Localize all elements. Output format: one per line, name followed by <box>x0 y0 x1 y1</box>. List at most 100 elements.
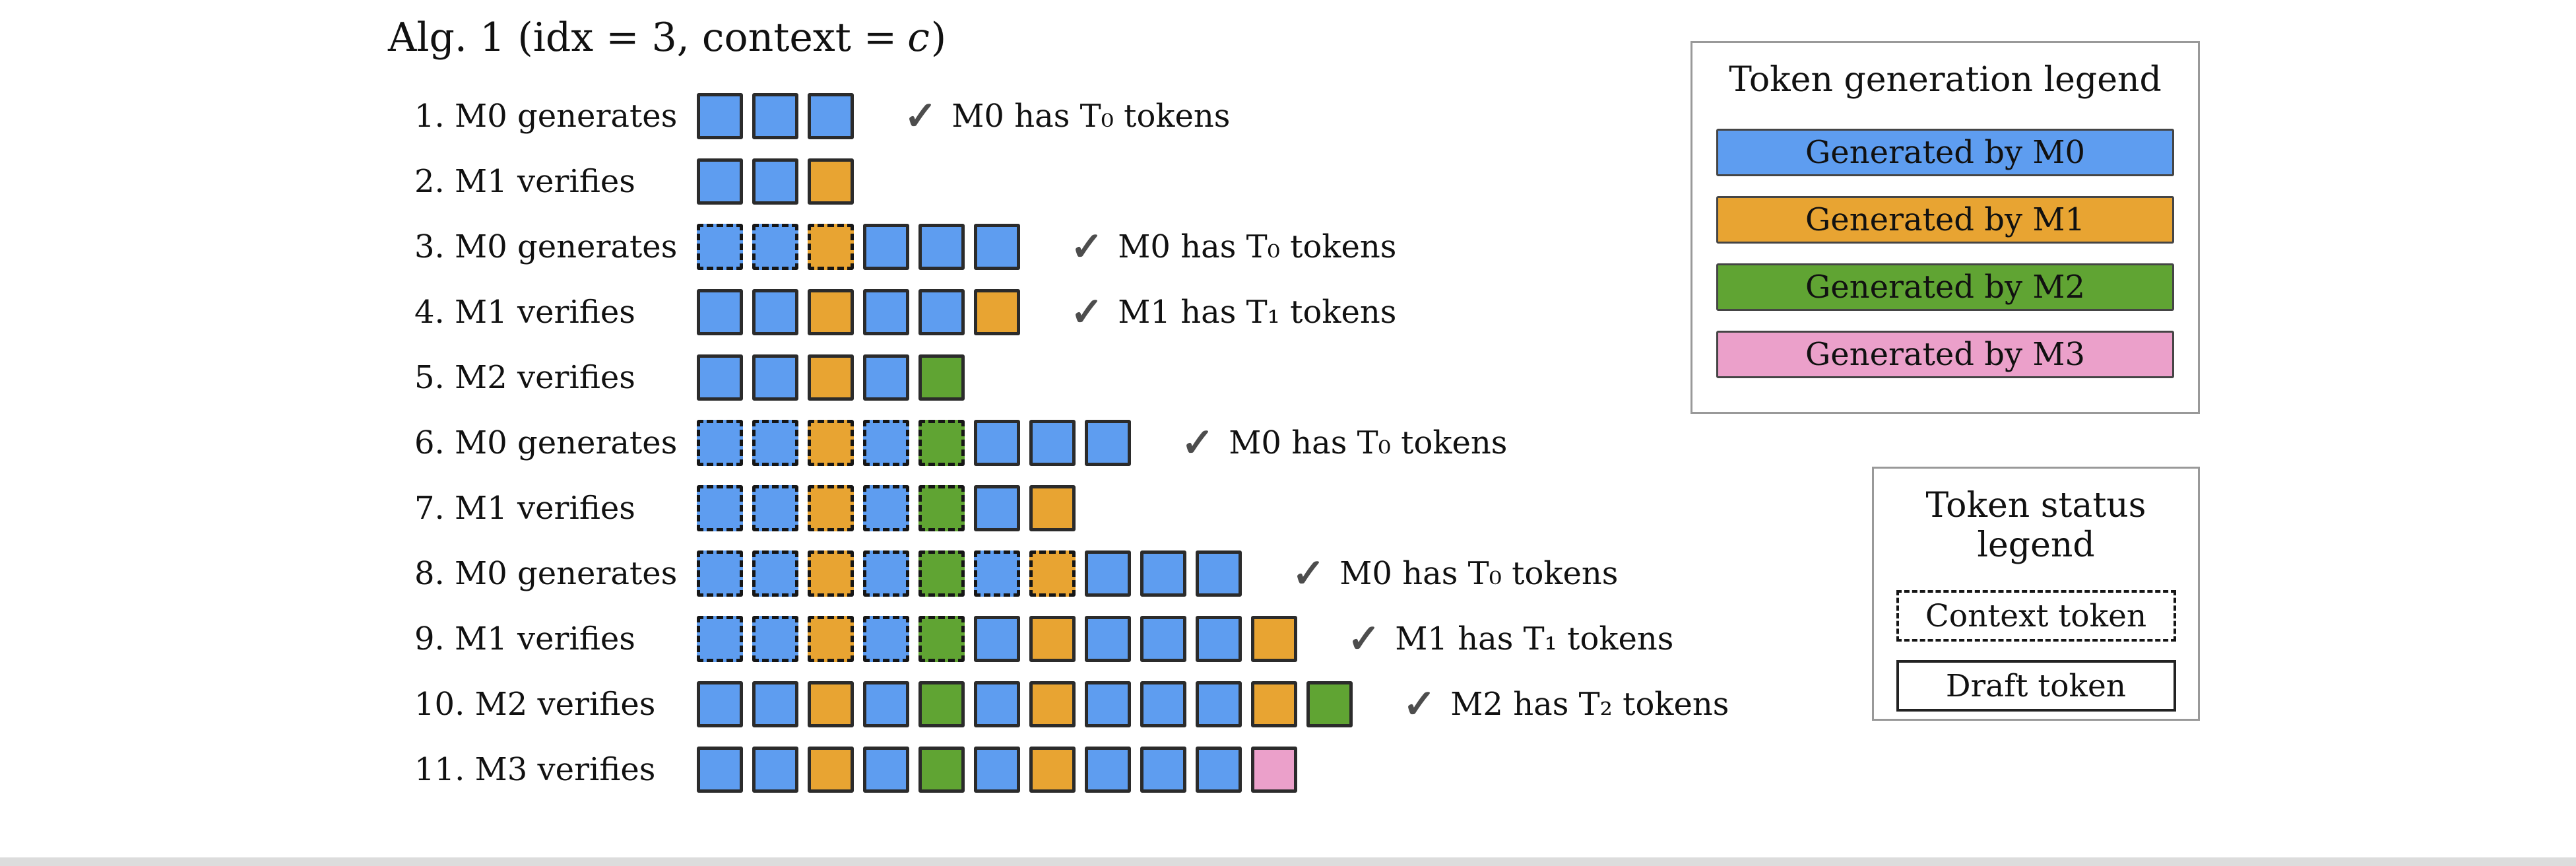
draft-token-m0 <box>697 681 743 727</box>
draft-token-m0 <box>697 288 743 335</box>
context-token-m1 <box>808 550 854 597</box>
check-icon: ✓ <box>1070 288 1104 335</box>
algorithm-step-row: 9. M1 verifies ✓ M1 has T₁ tokens <box>414 606 1729 671</box>
context-token-m0 <box>697 419 743 466</box>
draft-token-m0 <box>752 158 798 205</box>
check-text: M2 has T₂ tokens <box>1450 685 1729 723</box>
draft-token-m0 <box>1085 746 1131 793</box>
step-label: 8. M0 generates <box>414 554 678 592</box>
draft-token-m0 <box>752 681 798 727</box>
step-label: 11. M3 verifies <box>414 750 656 788</box>
context-token-m0 <box>752 550 798 597</box>
context-token-m2 <box>918 550 965 597</box>
step-label: 3. M0 generates <box>414 228 678 265</box>
draft-token-m0 <box>1085 419 1131 466</box>
draft-token-m0 <box>752 354 798 401</box>
token-status-legend: Token status legend Context token Draft t… <box>1872 467 2200 721</box>
draft-token-m0 <box>752 288 798 335</box>
algorithm-step-row: 8. M0 generates ✓ M0 has T₀ tokens <box>414 541 1729 606</box>
draft-token-m0 <box>1196 550 1242 597</box>
draft-token-m0 <box>974 223 1020 270</box>
check-icon: ✓ <box>1347 615 1381 662</box>
context-token-m0 <box>752 615 798 662</box>
draft-token-m2 <box>918 746 965 793</box>
context-token-m0 <box>752 484 798 531</box>
algorithm-step-row: 7. M1 verifies <box>414 475 1729 541</box>
check-icon: ✓ <box>1403 681 1436 727</box>
draft-token-m0 <box>1085 615 1131 662</box>
draft-token-m1 <box>808 158 854 205</box>
legend-sample-context-token: Context token <box>1896 590 2176 642</box>
token-sequence <box>697 484 1085 531</box>
check-text: M0 has T₀ tokens <box>1339 554 1619 592</box>
context-token-m1 <box>808 615 854 662</box>
algorithm-step-row: 6. M0 generates ✓ M0 has T₀ tokens <box>414 410 1729 475</box>
draft-token-m2 <box>1306 681 1353 727</box>
generation-legend-items: Generated by M0 Generated by M1 Generated … <box>1692 129 2198 378</box>
algorithm-step-row: 4. M1 verifies ✓ M1 has T₁ tokens <box>414 279 1729 345</box>
draft-token-m0 <box>863 746 909 793</box>
draft-token-m0 <box>808 92 854 139</box>
verification-note: ✓ M0 has T₀ tokens <box>1292 554 1618 593</box>
draft-token-m1 <box>974 288 1020 335</box>
check-text: M1 has T₁ tokens <box>1118 293 1397 331</box>
verification-note: ✓ M2 has T₂ tokens <box>1403 684 1729 724</box>
context-variable: c <box>907 15 930 61</box>
generation-legend-title: Token generation legend <box>1729 60 2162 100</box>
draft-token-m0 <box>863 223 909 270</box>
check-icon: ✓ <box>1292 550 1326 597</box>
algorithm-step-row: 10. M2 verifies ✓ M2 has T₂ tokens <box>414 671 1729 737</box>
context-token-m0 <box>974 550 1020 597</box>
token-sequence <box>697 223 1029 270</box>
legend-swatch-m2: Generated by M2 <box>1716 263 2174 311</box>
verification-note: ✓ M0 has T₀ tokens <box>1181 423 1507 463</box>
draft-token-m2 <box>918 354 965 401</box>
draft-token-m0 <box>1140 550 1186 597</box>
draft-token-m0 <box>863 354 909 401</box>
legend-sample-draft-token: Draft token <box>1896 660 2176 712</box>
context-token-m1 <box>1029 550 1076 597</box>
draft-token-m2 <box>918 681 965 727</box>
verification-note: ✓ M0 has T₀ tokens <box>904 96 1230 136</box>
context-token-m0 <box>697 550 743 597</box>
context-token-m0 <box>863 615 909 662</box>
token-generation-legend: Token generation legend Generated by M0 G… <box>1690 41 2200 414</box>
token-sequence <box>697 550 1251 597</box>
draft-token-m0 <box>1140 746 1186 793</box>
figure-title: Alg. 1 (idx = 3, context = c) <box>388 15 946 61</box>
context-token-m0 <box>752 419 798 466</box>
verification-note: ✓ M0 has T₀ tokens <box>1070 227 1396 267</box>
legend-swatch-m3: Generated by M3 <box>1716 331 2174 378</box>
draft-token-m1 <box>1251 681 1297 727</box>
context-token-m1 <box>808 223 854 270</box>
draft-token-m0 <box>974 419 1020 466</box>
context-token-m2 <box>918 615 965 662</box>
draft-token-m0 <box>974 484 1020 531</box>
draft-token-m1 <box>808 746 854 793</box>
token-sequence <box>697 354 974 401</box>
algorithm-step-row: 2. M1 verifies <box>414 149 1729 214</box>
context-token-m1 <box>808 419 854 466</box>
algorithm-step-row: 3. M0 generates ✓ M0 has T₀ tokens <box>414 214 1729 279</box>
draft-token-m1 <box>808 288 854 335</box>
step-label: 1. M0 generates <box>414 97 678 135</box>
token-sequence <box>697 746 1306 793</box>
step-label: 7. M1 verifies <box>414 489 635 527</box>
step-label: 6. M0 generates <box>414 424 678 461</box>
context-token-m0 <box>752 223 798 270</box>
step-label: 2. M1 verifies <box>414 162 635 200</box>
title-suffix: ) <box>930 15 947 61</box>
draft-token-m0 <box>863 288 909 335</box>
draft-token-m0 <box>752 92 798 139</box>
draft-token-m0 <box>1085 681 1131 727</box>
check-text: M1 has T₁ tokens <box>1395 620 1674 657</box>
draft-token-m0 <box>1196 681 1242 727</box>
algorithm-step-row: 1. M0 generates ✓ M0 has T₀ tokens <box>414 83 1729 149</box>
draft-token-m0 <box>974 615 1020 662</box>
legend-swatch-m0: Generated by M0 <box>1716 129 2174 176</box>
draft-token-m0 <box>1140 681 1186 727</box>
draft-token-m0 <box>1196 615 1242 662</box>
title-prefix: Alg. 1 (idx = 3, context = <box>388 15 897 61</box>
draft-token-m1 <box>1029 615 1076 662</box>
verification-note: ✓ M1 has T₁ tokens <box>1347 619 1673 659</box>
